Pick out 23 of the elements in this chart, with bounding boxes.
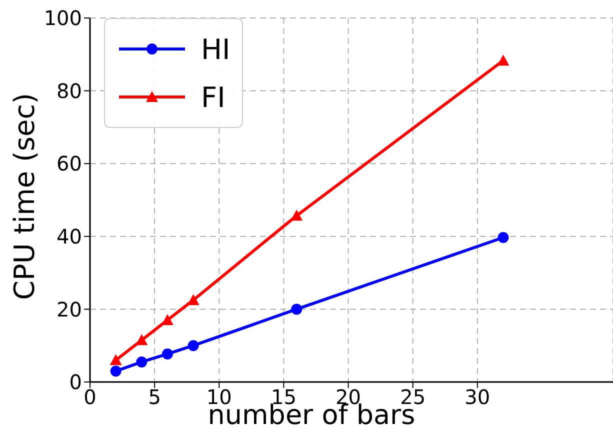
point [136,356,148,368]
point [188,340,199,352]
x-tick-label: 5 [148,385,161,410]
y-tick-label: 40 [56,224,82,248]
y-tick-label: 60 [56,152,82,176]
legend-label: HI [201,32,230,66]
x-tick-label: 30 [464,385,490,410]
point [136,334,148,346]
legend-label: FI [201,80,226,114]
y-tick-label: 0 [69,370,82,394]
point [187,294,200,306]
point [290,210,303,221]
y-tick-label: 20 [56,297,82,322]
point [498,232,509,243]
point [291,304,302,315]
y-tick-label: 80 [56,78,82,103]
x-tick-label: 25 [400,385,426,410]
point [497,54,510,66]
point [162,348,173,360]
point [110,366,122,377]
y-tick-label: 100 [44,6,82,30]
y-axis-title: CPU time (sec) [8,92,41,300]
point [110,354,122,366]
